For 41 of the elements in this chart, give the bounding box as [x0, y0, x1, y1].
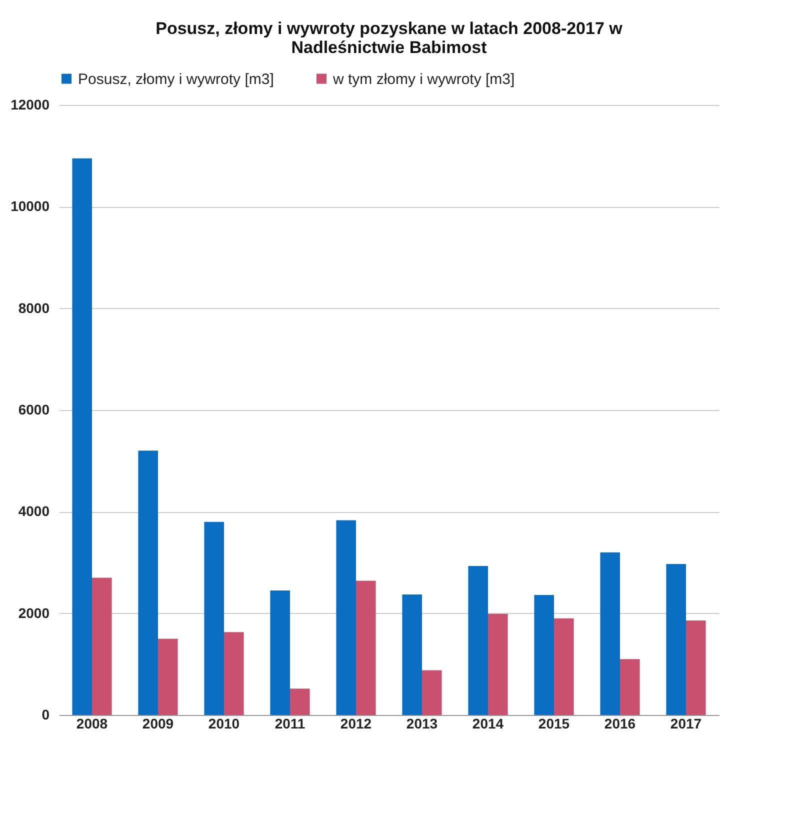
bar [224, 632, 244, 715]
text: Posusz, złomy i wywroty pozyskane w latach 2008-2017 w [156, 19, 622, 38]
bar [270, 590, 290, 715]
bar [356, 580, 376, 715]
x-tick-label: 2012 [340, 716, 372, 732]
bar [468, 566, 488, 715]
y-tick-label: 10000 [10, 198, 50, 214]
x-tick-label: 2008 [76, 716, 108, 732]
bar [402, 594, 422, 715]
x-tick-label: 2016 [604, 716, 636, 732]
x-tick-label: 2013 [406, 716, 438, 732]
legend-label: w tym złomy i wywroty [m3] [332, 70, 515, 88]
x-tick-label: 2011 [274, 716, 306, 732]
x-tick-label: 2014 [472, 716, 504, 732]
y-tick-label: 0 [42, 706, 50, 722]
bar [666, 564, 686, 715]
bar [72, 158, 92, 715]
text: Nadleśnictwie Babimost [291, 38, 487, 57]
bar [488, 614, 508, 715]
bar [290, 688, 310, 715]
legend-label: Posusz, złomy i wywroty [m3] [78, 70, 274, 88]
y-tick-label: 4000 [18, 503, 50, 520]
bar [422, 670, 442, 715]
bar [92, 578, 112, 715]
bar [204, 522, 224, 715]
y-tick-label: 2000 [18, 604, 50, 621]
bar [138, 450, 158, 715]
x-tick-label: 2009 [142, 716, 174, 732]
bar [600, 552, 620, 715]
bar [336, 520, 356, 715]
y-tick-label: 12000 [10, 96, 50, 112]
bar [686, 620, 706, 715]
bar [620, 659, 640, 715]
bar [554, 618, 574, 715]
bar [158, 638, 178, 715]
y-tick-label: 6000 [18, 402, 50, 418]
x-tick-label: 2017 [670, 716, 702, 732]
y-tick-label: 8000 [18, 300, 50, 316]
bar [534, 595, 554, 715]
x-tick-label: 2015 [538, 716, 570, 732]
x-tick-label: 2010 [208, 716, 240, 732]
